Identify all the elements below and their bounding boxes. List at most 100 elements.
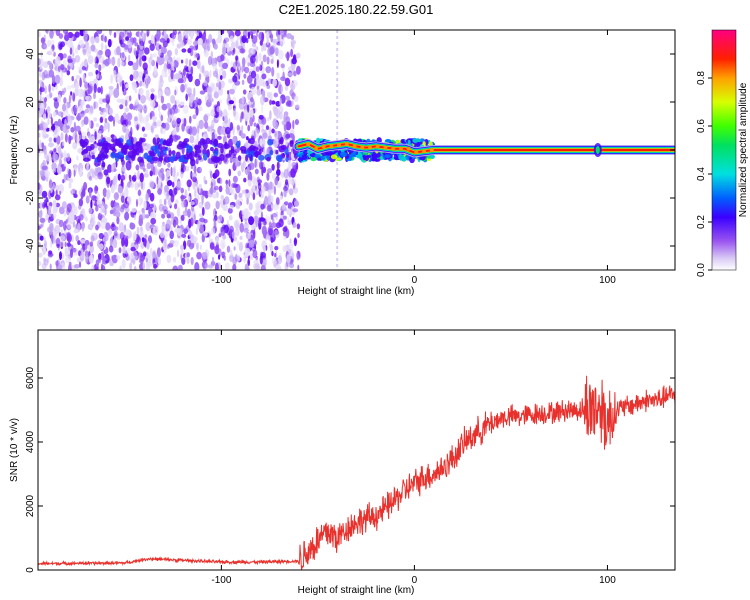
noise-speck xyxy=(64,241,67,248)
noise-speck xyxy=(94,130,97,140)
noise-speck xyxy=(163,122,170,131)
noise-speck xyxy=(294,200,299,207)
noise-speck xyxy=(204,180,208,185)
noise-speck xyxy=(81,141,88,148)
noise-speck xyxy=(168,188,173,196)
noise-speck xyxy=(117,185,124,194)
noise-speck xyxy=(220,194,225,200)
noise-speck xyxy=(104,154,109,159)
noise-speck xyxy=(52,111,57,117)
noise-speck xyxy=(153,263,158,269)
signal-blip-core xyxy=(595,146,600,154)
noise-speck xyxy=(269,189,274,194)
noise-speck xyxy=(276,161,280,171)
noise-speck xyxy=(207,125,211,132)
noise-speck xyxy=(58,33,64,39)
noise-speck xyxy=(247,62,250,67)
noise-speck xyxy=(74,87,79,97)
noise-speck xyxy=(152,137,157,145)
noise-speck xyxy=(172,265,179,270)
signal-core-dot xyxy=(321,144,326,149)
noise-speck xyxy=(195,158,199,165)
noise-speck xyxy=(167,162,171,168)
noise-speck xyxy=(97,87,102,93)
noise-speck xyxy=(116,216,120,225)
colorbar-tick-label: 0.2 xyxy=(696,215,707,229)
noise-speck xyxy=(176,171,179,177)
noise-speck xyxy=(96,30,103,35)
noise-speck xyxy=(165,140,170,147)
noise-speck xyxy=(113,88,120,99)
noise-speck xyxy=(139,51,145,56)
noise-speck xyxy=(134,244,139,250)
noise-speck xyxy=(203,219,208,224)
noise-speck xyxy=(117,57,121,68)
noise-speck xyxy=(220,75,223,80)
noise-speck xyxy=(135,70,139,78)
noise-speck xyxy=(74,190,77,195)
noise-speck xyxy=(208,264,214,269)
noise-speck xyxy=(104,48,111,58)
noise-speck xyxy=(214,169,220,178)
colorbar-tick-label: 0.4 xyxy=(696,167,707,181)
noise-speck xyxy=(156,120,163,127)
noise-speck xyxy=(151,249,156,260)
noise-speck xyxy=(246,197,249,205)
noise-speck xyxy=(291,100,294,106)
noise-speck xyxy=(48,142,54,148)
noise-speck xyxy=(80,99,85,106)
noise-speck xyxy=(216,105,222,113)
noise-speck xyxy=(243,228,249,233)
colorbar-tick-label: 0.0 xyxy=(696,263,707,277)
transition-blob xyxy=(417,138,421,143)
noise-speck xyxy=(160,127,166,135)
noise-speck xyxy=(225,179,229,185)
noise-speck xyxy=(186,257,190,265)
noise-speck xyxy=(199,244,202,251)
signal-core-dot xyxy=(406,146,411,151)
noise-speck xyxy=(219,153,225,162)
noise-speck xyxy=(131,207,137,213)
noise-speck xyxy=(254,158,257,169)
noise-speck xyxy=(48,179,53,189)
noise-speck xyxy=(239,130,242,137)
noise-speck xyxy=(124,246,129,255)
noise-speck xyxy=(253,209,259,217)
noise-speck xyxy=(142,116,149,124)
noise-speck xyxy=(215,200,220,210)
noise-speck xyxy=(108,85,114,90)
noise-speck xyxy=(170,69,174,80)
noise-speck xyxy=(260,265,266,270)
noise-speck xyxy=(222,204,228,212)
noise-speck xyxy=(222,70,227,79)
noise-speck xyxy=(222,62,229,69)
transition-blob xyxy=(348,154,353,159)
noise-speck xyxy=(144,95,150,100)
noise-speck xyxy=(260,203,265,210)
noise-speck xyxy=(184,83,187,90)
noise-speck xyxy=(97,172,103,180)
noise-speck xyxy=(193,40,198,46)
y-tick-label: 4000 xyxy=(25,430,36,453)
noise-speck xyxy=(104,207,107,216)
noise-speck xyxy=(285,133,291,139)
noise-speck xyxy=(43,258,49,266)
transition-blob xyxy=(375,152,381,158)
noise-speck xyxy=(60,41,65,48)
noise-speck xyxy=(210,227,216,235)
noise-stripe-dash xyxy=(336,126,339,129)
noise-speck xyxy=(160,46,167,55)
noise-speck xyxy=(175,57,181,62)
noise-speck xyxy=(255,66,260,72)
noise-speck xyxy=(140,226,143,232)
noise-speck xyxy=(176,181,182,188)
noise-speck xyxy=(39,81,43,88)
noise-speck xyxy=(173,59,179,68)
noise-speck xyxy=(149,181,156,189)
noise-speck xyxy=(110,57,116,66)
noise-speck xyxy=(277,34,281,42)
noise-speck xyxy=(133,105,136,111)
noise-speck xyxy=(41,97,44,102)
noise-speck xyxy=(201,194,204,205)
chart-title: C2E1.2025.180.22.59.G01 xyxy=(279,2,434,17)
